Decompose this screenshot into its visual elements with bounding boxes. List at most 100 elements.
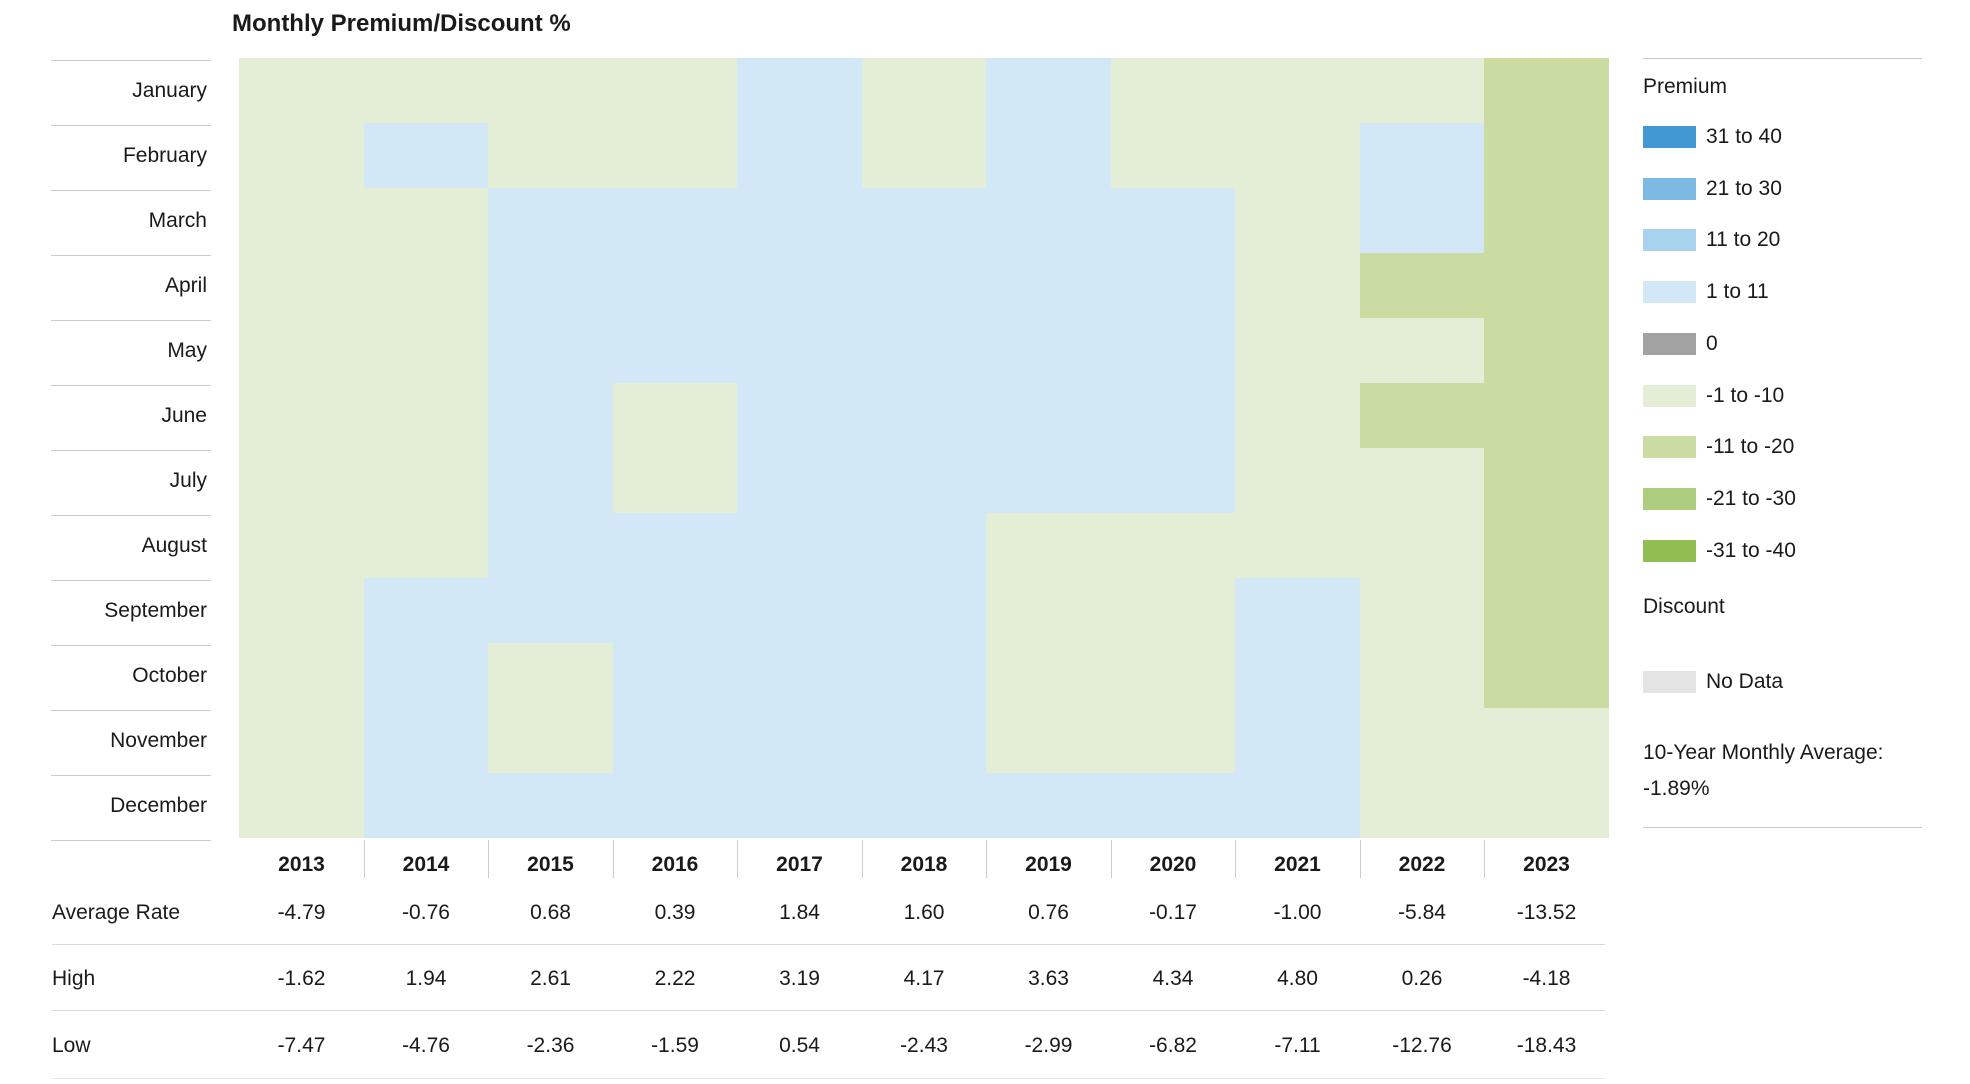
summary-value: 3.63 bbox=[1028, 967, 1069, 990]
heatmap-cell bbox=[364, 708, 488, 773]
heatmap-cell bbox=[488, 448, 613, 513]
legend-swatch bbox=[1643, 540, 1696, 562]
heatmap-cell bbox=[1484, 448, 1609, 513]
legend-item: -11 to -20 bbox=[1643, 432, 1794, 462]
year-label: 2018 bbox=[900, 853, 948, 876]
summary-value: 2.61 bbox=[530, 967, 571, 990]
summary-value: -4.79 bbox=[277, 901, 326, 924]
legend-premium-heading: Premium bbox=[1643, 75, 1728, 98]
year-tick bbox=[613, 840, 614, 878]
heatmap-cell bbox=[239, 188, 364, 253]
heatmap-cell bbox=[1484, 253, 1609, 318]
heatmap-cell bbox=[488, 643, 613, 708]
year-label: 2013 bbox=[278, 853, 325, 876]
legend-swatch bbox=[1643, 281, 1696, 303]
heatmap-cell bbox=[1235, 383, 1360, 448]
month-separator-line bbox=[51, 840, 211, 841]
legend-item-label: 11 to 20 bbox=[1706, 228, 1781, 251]
heatmap-cell bbox=[364, 448, 488, 513]
heatmap-cell bbox=[1484, 383, 1609, 448]
year-tick bbox=[737, 840, 738, 878]
heatmap-cell bbox=[1111, 188, 1235, 253]
legend-bottom-rule bbox=[1643, 827, 1922, 828]
heatmap-cell bbox=[737, 708, 862, 773]
heatmap-cell bbox=[986, 448, 1111, 513]
month-label: September bbox=[104, 599, 207, 622]
heatmap-cell bbox=[1360, 318, 1484, 383]
summary-value: 4.17 bbox=[903, 967, 945, 990]
heatmap-cell bbox=[1111, 643, 1235, 708]
month-label: November bbox=[110, 729, 207, 752]
heatmap-cell bbox=[239, 383, 364, 448]
heatmap-cell bbox=[613, 643, 737, 708]
heatmap-cell bbox=[488, 253, 613, 318]
heatmap-cell bbox=[1111, 318, 1235, 383]
summary-value: -12.76 bbox=[1392, 1034, 1452, 1057]
summary-value: 1.84 bbox=[779, 901, 820, 924]
legend-item: 11 to 20 bbox=[1643, 225, 1780, 255]
heatmap-cell bbox=[862, 58, 986, 123]
heatmap-cell bbox=[862, 318, 986, 383]
heatmap-cell bbox=[1235, 708, 1360, 773]
heatmap-cell bbox=[613, 123, 737, 188]
legend-item: 1 to 11 bbox=[1643, 277, 1769, 307]
legend-item-label: -21 to -30 bbox=[1706, 487, 1796, 510]
heatmap-cell bbox=[1360, 383, 1484, 448]
summary-value: 0.68 bbox=[530, 901, 571, 924]
year-label: 2021 bbox=[1274, 853, 1321, 876]
heatmap-cell bbox=[613, 318, 737, 383]
heatmap-cell bbox=[613, 513, 737, 578]
year-tick bbox=[986, 840, 987, 878]
heatmap-cell bbox=[1360, 123, 1484, 188]
heatmap-cell bbox=[862, 708, 986, 773]
heatmap-cell bbox=[239, 448, 364, 513]
heatmap-cell bbox=[239, 253, 364, 318]
legend-swatch bbox=[1643, 488, 1696, 510]
heatmap-cell bbox=[239, 318, 364, 383]
heatmap-cell bbox=[1484, 578, 1609, 643]
month-label: March bbox=[148, 209, 207, 232]
year-tick bbox=[1235, 840, 1236, 878]
heatmap-cell bbox=[239, 773, 364, 838]
heatmap-cell bbox=[737, 253, 862, 318]
heatmap-cell bbox=[488, 188, 613, 253]
heatmap-cell bbox=[986, 513, 1111, 578]
heatmap-cell bbox=[986, 773, 1111, 838]
heatmap-cell bbox=[862, 578, 986, 643]
heatmap-cell bbox=[488, 578, 613, 643]
year-label: 2023 bbox=[1523, 853, 1570, 876]
summary-value: 1.94 bbox=[405, 967, 447, 990]
heatmap-cell bbox=[1111, 708, 1235, 773]
legend-item-label: -31 to -40 bbox=[1706, 539, 1796, 562]
heatmap-cell bbox=[239, 708, 364, 773]
legend-item: -1 to -10 bbox=[1643, 381, 1784, 411]
heatmap-cell bbox=[364, 58, 488, 123]
heatmap-cell bbox=[1484, 513, 1609, 578]
heatmap-cell bbox=[1235, 58, 1360, 123]
legend-item: 0 bbox=[1643, 329, 1718, 359]
heatmap-cell bbox=[488, 383, 613, 448]
summary-separator-line bbox=[52, 1010, 1605, 1011]
heatmap-cell bbox=[488, 513, 613, 578]
heatmap-cell bbox=[364, 123, 488, 188]
heatmap-cell bbox=[364, 318, 488, 383]
summary-value: 0.26 bbox=[1401, 967, 1443, 990]
summary-value: -1.00 bbox=[1273, 901, 1322, 924]
heatmap-cell bbox=[1235, 643, 1360, 708]
chart-title: Monthly Premium/Discount % bbox=[232, 10, 571, 37]
legend-swatch bbox=[1643, 436, 1696, 458]
legend-swatch bbox=[1643, 229, 1696, 251]
heatmap-cell bbox=[737, 643, 862, 708]
heatmap-cell bbox=[737, 318, 862, 383]
heatmap-cell bbox=[1484, 58, 1609, 123]
summary-value: -0.17 bbox=[1149, 901, 1197, 924]
legend-swatch bbox=[1643, 333, 1696, 355]
summary-row-label: High bbox=[52, 967, 96, 990]
legend-swatch bbox=[1643, 385, 1696, 407]
year-tick bbox=[364, 840, 365, 878]
heatmap-cell bbox=[986, 188, 1111, 253]
year-tick bbox=[1484, 840, 1485, 878]
heatmap-cell bbox=[986, 643, 1111, 708]
year-tick bbox=[862, 840, 863, 878]
heatmap-cell bbox=[239, 513, 364, 578]
